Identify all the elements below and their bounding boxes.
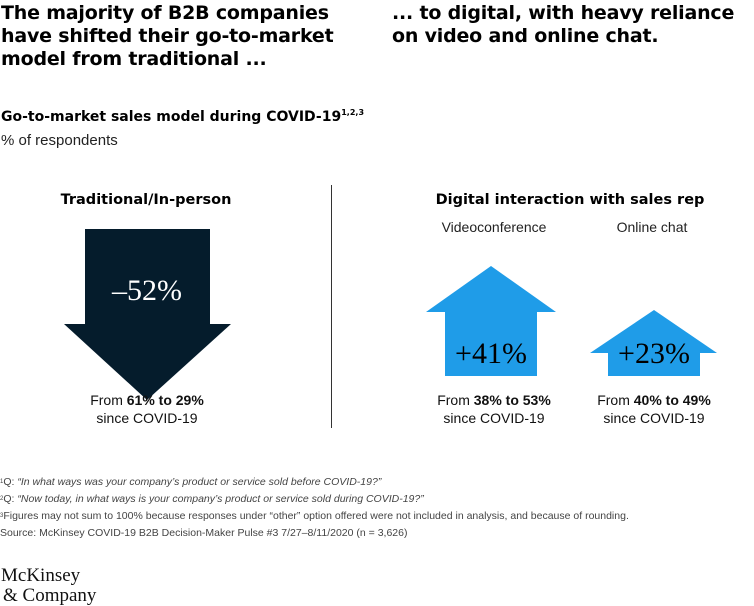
- footnote-marker: 3: [0, 513, 4, 519]
- caption-prefix: From: [597, 392, 634, 408]
- caption-line: From 38% to 53%: [412, 391, 576, 409]
- caption-prefix: From: [90, 392, 127, 408]
- caption-suffix: since COVID-19: [603, 410, 705, 426]
- col-label-online-chat: Online chat: [616, 219, 688, 235]
- footnote-text: “Now today, in what ways is your company…: [17, 493, 424, 505]
- footnote-marker: 1: [0, 479, 4, 485]
- mckinsey-logo: McKinsey & Company: [1, 566, 96, 606]
- panel-title-digital: Digital interaction with sales rep: [435, 192, 705, 208]
- panel-title-traditional: Traditional/In-person: [60, 192, 232, 208]
- headline-left-line: The majority of B2B companies: [1, 2, 329, 24]
- footnote-prefix: Q:: [3, 476, 18, 488]
- footnote-2: 2Q: “Now today, in what ways is your com…: [0, 491, 629, 508]
- arrow-chart: –52% +41% +23%: [64, 229, 717, 400]
- caption-range: 40% to 49%: [633, 392, 711, 408]
- footnote-prefix: Q:: [3, 493, 18, 505]
- arrow-up-online-chat: [590, 310, 717, 376]
- footnote-marker: 2: [0, 496, 4, 502]
- headline-right-line: on video and online chat.: [392, 25, 659, 47]
- headline-left-line: have shifted their go-to-market: [1, 25, 334, 47]
- caption-traditional: From 61% to 29% since COVID-19: [67, 391, 227, 427]
- footnote-1: 1Q: “In what ways was your company’s pro…: [0, 474, 629, 491]
- footnotes: 1Q: “In what ways was your company’s pro…: [0, 474, 629, 542]
- arrow-up-videoconference: [426, 266, 556, 376]
- value-label-online-chat: +23%: [618, 337, 690, 370]
- caption-range: 38% to 53%: [473, 392, 551, 408]
- caption-suffix: since COVID-19: [96, 410, 198, 426]
- col-label-videoconference: Videoconference: [441, 219, 547, 235]
- logo-line-2: & Company: [3, 585, 97, 606]
- value-label-traditional: –52%: [111, 274, 182, 307]
- footnote-text: “In what ways was your company’s product…: [17, 476, 382, 488]
- footnote-3: 3Figures may not sum to 100% because res…: [0, 508, 629, 525]
- caption-line: From 61% to 29%: [67, 391, 227, 409]
- caption-line: From 40% to 49%: [576, 391, 732, 409]
- value-label-videoconference: +41%: [455, 337, 527, 370]
- panel-divider: [331, 185, 332, 428]
- headline-right: ... to digital, with heavy reliance on v…: [392, 2, 752, 48]
- footnote-text: Figures may not sum to 100% because resp…: [3, 510, 629, 522]
- chart-title: Go-to-market sales model during COVID-19…: [1, 108, 365, 125]
- caption-videoconference: From 38% to 53% since COVID-19: [412, 391, 576, 427]
- caption-prefix: From: [437, 392, 474, 408]
- source-note: Source: McKinsey COVID-19 B2B Decision-M…: [0, 527, 408, 539]
- logo-line-1: McKinsey: [1, 565, 81, 586]
- caption-online-chat: From 40% to 49% since COVID-19: [576, 391, 732, 427]
- caption-suffix: since COVID-19: [443, 410, 545, 426]
- chart-title-text: Go-to-market sales model during COVID-19: [1, 109, 342, 125]
- headline-left: The majority of B2B companies have shift…: [1, 2, 341, 71]
- arrow-down-traditional: [64, 229, 231, 400]
- headline-right-line: ... to digital, with heavy reliance: [392, 2, 735, 24]
- chart-unit: % of respondents: [1, 132, 118, 149]
- headline-left-line: model from traditional ...: [1, 48, 267, 70]
- caption-range: 61% to 29%: [126, 392, 204, 408]
- chart-title-footnote-ref: 1,2,3: [341, 108, 365, 117]
